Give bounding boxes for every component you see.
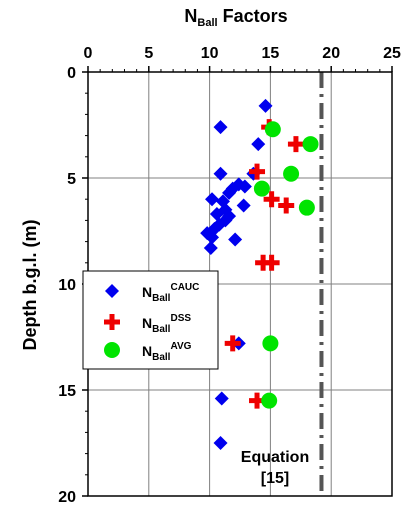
point-dss (249, 392, 266, 409)
data-points (200, 98, 319, 450)
x-tick-label: 5 (144, 45, 153, 62)
legend: NBallCAUC NBallDSS NBallAVG (82, 270, 219, 370)
x-tick-label: 15 (262, 45, 280, 62)
x-tick-label: 0 (84, 45, 93, 62)
x-tick-label: 10 (201, 45, 219, 62)
point-cauc (236, 198, 251, 213)
x-tick-label: 20 (322, 45, 340, 62)
legend-marker-cauc (105, 284, 119, 298)
point-cauc (222, 185, 237, 200)
point-avg (283, 165, 300, 182)
y-tick-label: 20 (58, 489, 76, 506)
point-cauc (237, 179, 252, 194)
y-tick-label: 5 (67, 171, 76, 188)
chart-title: NBall Factors (184, 6, 287, 29)
equation-number: [15] (261, 470, 289, 487)
y-tick-label: 15 (58, 383, 76, 400)
point-avg (302, 136, 319, 153)
legend-label-avg: NBallAVG (142, 341, 192, 363)
point-dss (224, 335, 241, 352)
point-cauc (213, 436, 228, 450)
point-cauc (258, 98, 273, 113)
point-avg (298, 199, 315, 216)
point-cauc (228, 232, 243, 247)
point-cauc (213, 166, 228, 181)
point-cauc (209, 207, 224, 222)
point-dss (263, 254, 280, 271)
y-tick-label: 0 (67, 65, 76, 82)
legend-label-dss: NBallDSS (142, 313, 191, 335)
point-cauc (214, 391, 229, 406)
point-cauc (205, 192, 220, 207)
point-cauc (251, 137, 266, 152)
point-cauc (213, 120, 228, 135)
point-dss (255, 254, 272, 271)
point-avg (262, 335, 279, 352)
legend-marker-avg (104, 342, 120, 358)
legend-marker-dss (104, 314, 120, 330)
x-tick-label: 25 (383, 45, 401, 62)
point-cauc (203, 240, 218, 255)
point-cauc (205, 230, 220, 245)
point-avg (253, 180, 270, 197)
point-avg (264, 121, 281, 138)
y-tick-label: 10 (58, 277, 76, 294)
legend-label-cauc: NBallCAUC (142, 282, 199, 304)
equation-label: Equation (241, 449, 309, 466)
point-dss (263, 191, 280, 208)
point-dss (278, 197, 295, 214)
y-axis-label: Depth b.g.l. (m) (20, 220, 40, 351)
point-dss (249, 163, 266, 180)
ticks: 0 5 10 15 20 25 0 5 10 15 20 (58, 45, 401, 506)
point-dss (287, 136, 304, 153)
point-avg (261, 392, 278, 409)
